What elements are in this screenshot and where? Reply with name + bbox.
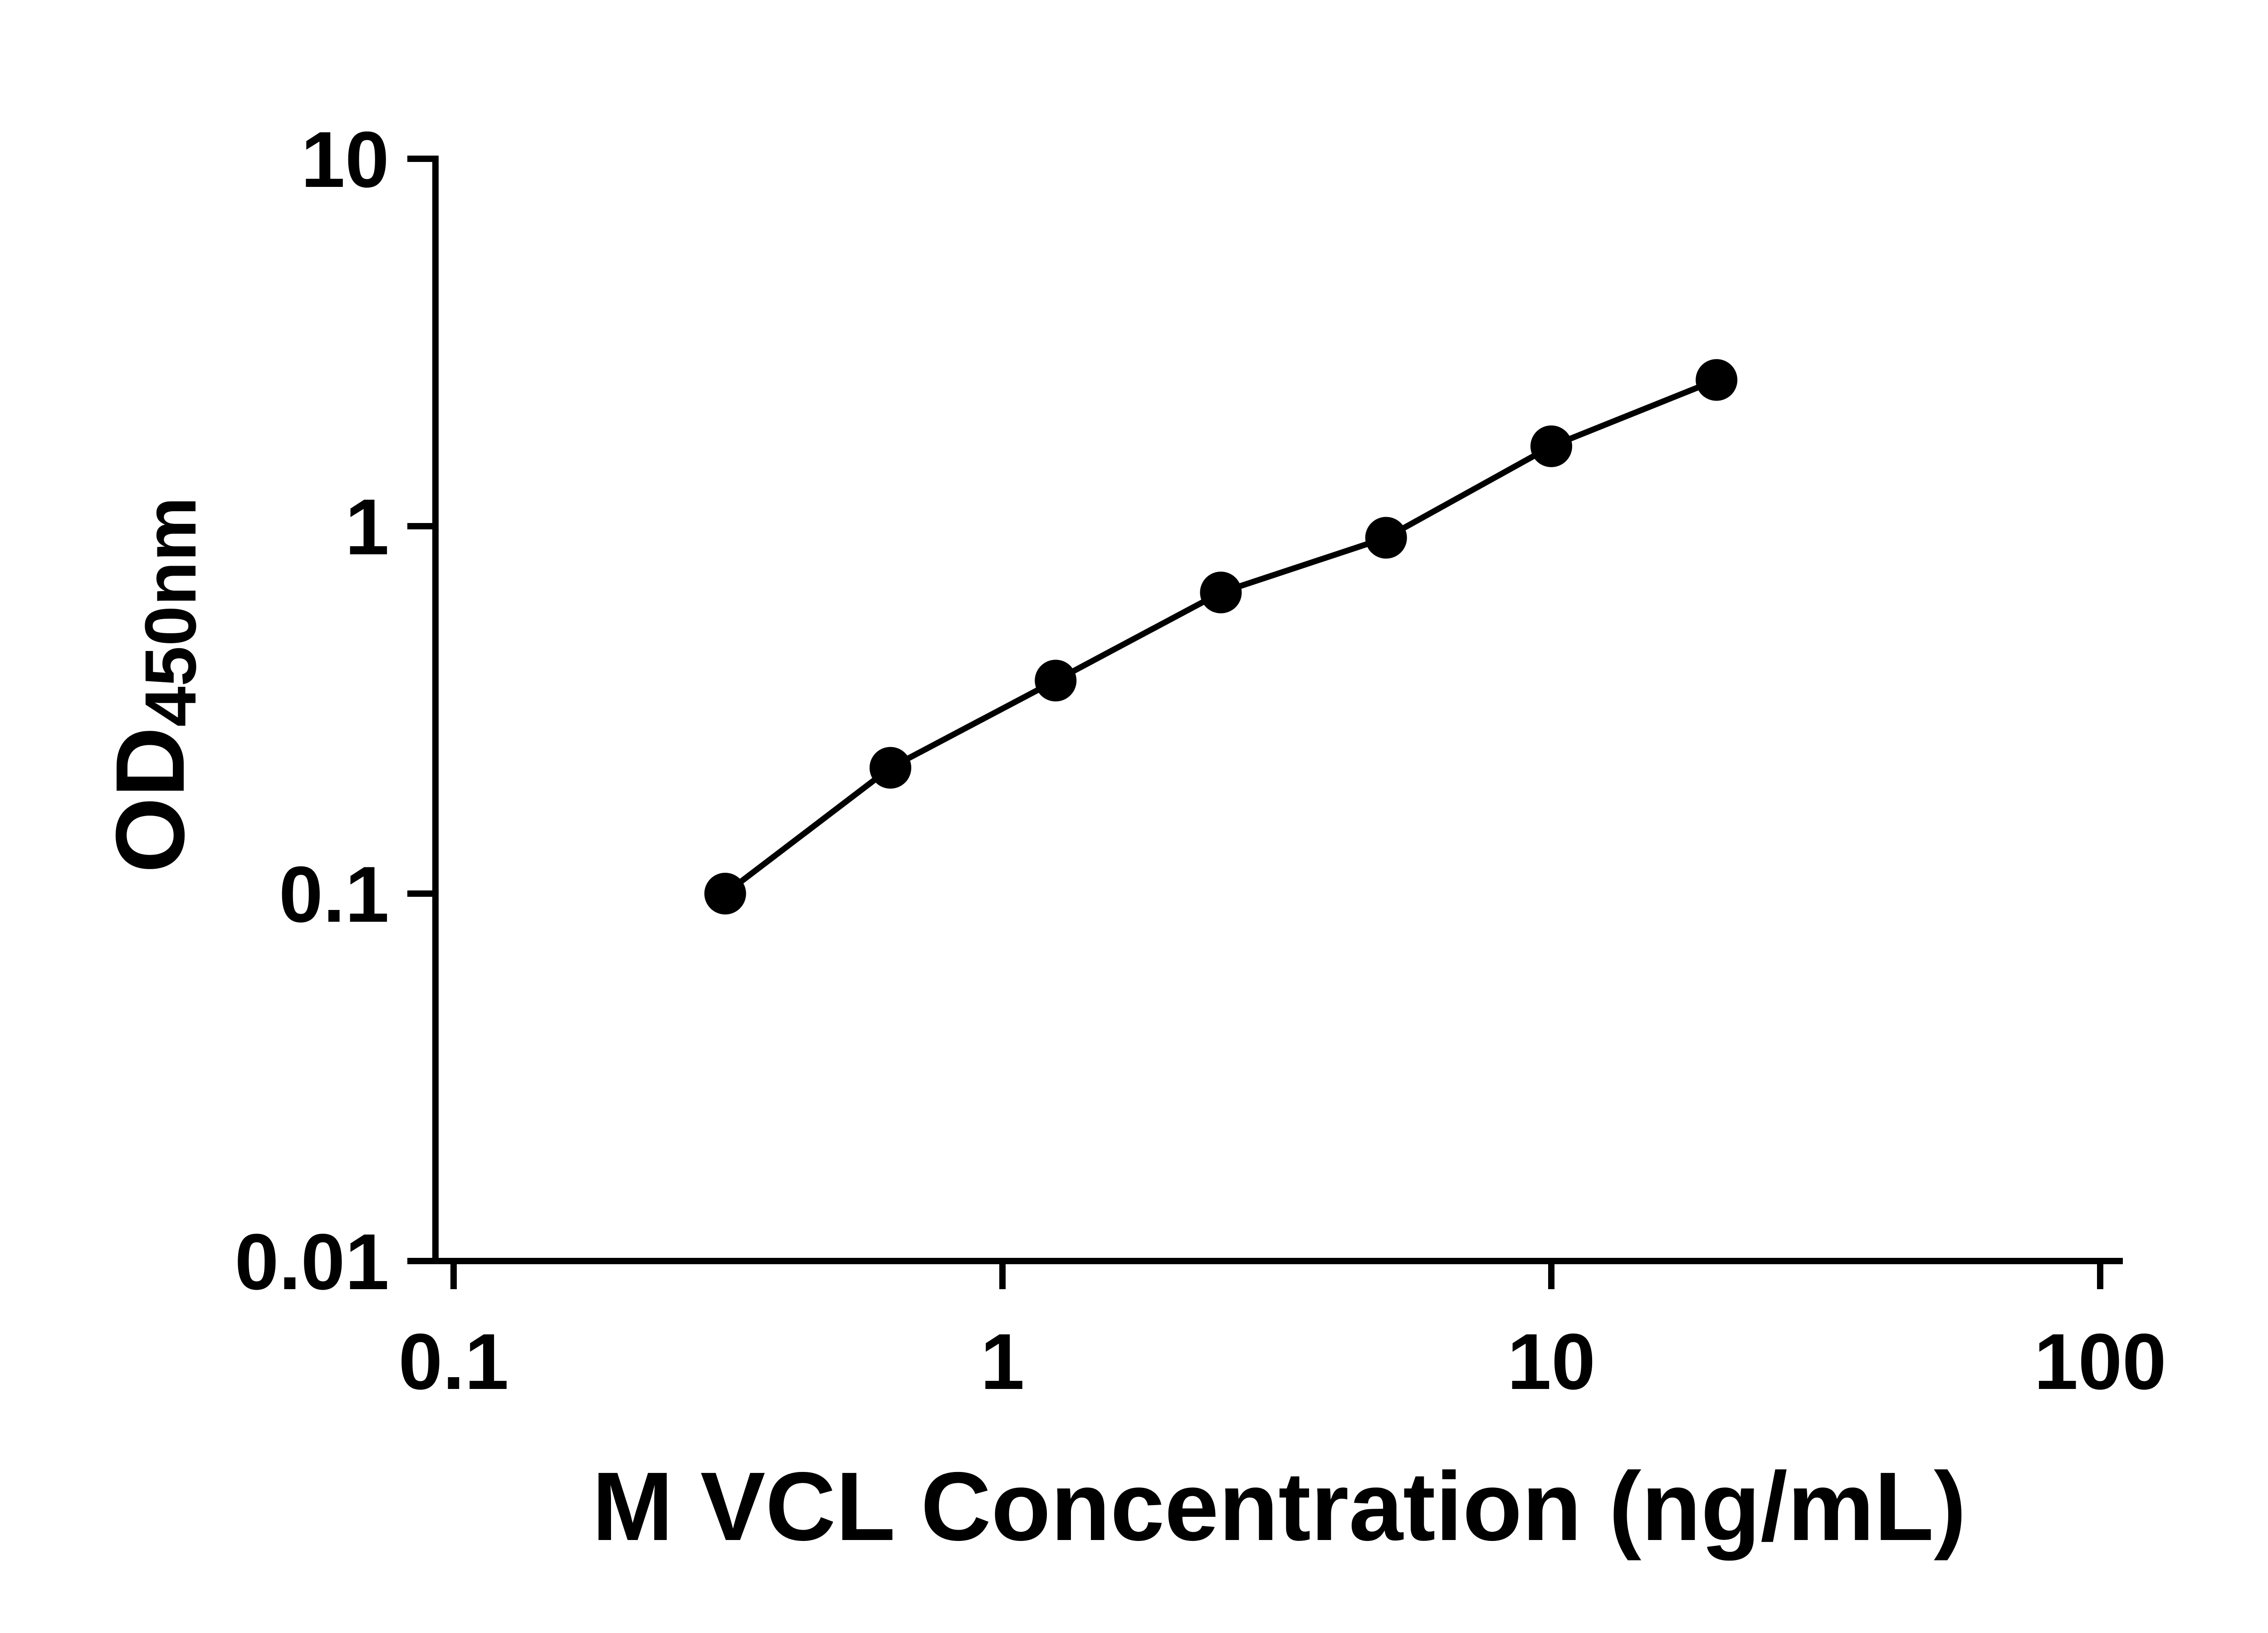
data-point xyxy=(1200,572,1242,614)
data-point xyxy=(870,747,912,789)
series-layer xyxy=(704,359,1738,914)
x-tick-label: 10 xyxy=(1507,1318,1596,1406)
x-tick-label: 1 xyxy=(980,1318,1024,1406)
y-axis-title-main: OD xyxy=(95,727,205,873)
y-tick-label: 10 xyxy=(301,116,389,204)
y-axis-title-subscript: 450nm xyxy=(130,497,211,727)
y-tick-label: 0.01 xyxy=(235,1218,389,1306)
data-point xyxy=(1035,660,1077,702)
data-point xyxy=(1365,517,1407,559)
data-point xyxy=(1530,425,1572,467)
y-tick-label: 1 xyxy=(345,483,389,572)
x-tick-label: 100 xyxy=(2034,1318,2166,1406)
y-axis-title: OD450nm xyxy=(95,497,211,873)
x-axis-title: M VCL Concentration (ng/mL) xyxy=(592,1452,1966,1561)
x-tick-label: 0.1 xyxy=(398,1318,508,1406)
data-point xyxy=(1696,359,1738,401)
data-point xyxy=(704,873,746,914)
y-tick-label: 0.1 xyxy=(279,851,389,939)
